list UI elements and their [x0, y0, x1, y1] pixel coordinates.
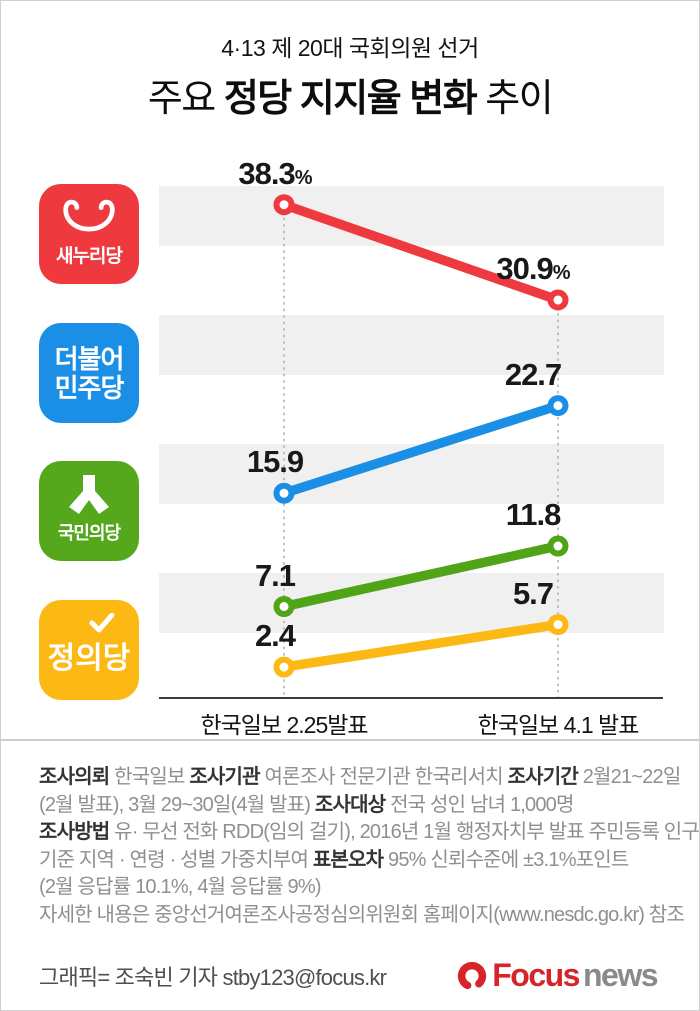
party-label: 새누리당 — [56, 246, 123, 267]
party-label: 더불어 민주당 — [39, 345, 139, 403]
footnote-line: (2월 응답률 10.1%, 4월 응답률 9%) — [39, 876, 322, 898]
footnote-line: 기준 지역 · 연령 · 성별 가중치부여 표본오차 95% 신뢰수준에 ±3.… — [39, 848, 629, 871]
value-label: 11.8 — [505, 497, 562, 533]
survey-footnotes: 조사의뢰 한국일보 조사기관 여론조사 전문기관 한국리서치 조사기간 2월21… — [39, 764, 700, 929]
party-logo-justice: 정의당 — [39, 600, 139, 700]
party-logo-kungmin: 국민의당 — [39, 461, 139, 561]
brand-news-text: news — [582, 957, 659, 993]
page-subtitle: 4·13 제 20대 국회의원 선거 — [221, 35, 479, 61]
party-label-line1: 더불어 — [54, 344, 125, 374]
data-point — [273, 482, 295, 504]
x-axis-label: 한국일보 2.25발표 — [200, 712, 368, 738]
value-label: 15.9 — [246, 444, 304, 480]
footnote-line: (2월 발표), 3월 29~30일(4월 발표) 조사대상 전국 성인 남녀 … — [39, 793, 574, 816]
series-line — [279, 619, 563, 672]
footnote-line: 조사의뢰 한국일보 조사기관 여론조사 전문기관 한국리서치 조사기간 2월21… — [39, 766, 681, 788]
footnote-line: 자세한 내용은 중앙선거여론조사공정심의위원회 홈페이지(www.nesdc.g… — [39, 903, 685, 926]
page-title: 주요 정당 지지율 변화 추이 — [1, 67, 699, 122]
data-point — [273, 656, 295, 678]
data-point — [547, 614, 569, 636]
x-axis-line — [159, 697, 663, 699]
value-label: 38.3% — [238, 155, 312, 191]
focus-news-logo: Focus news — [456, 957, 659, 994]
value-label: 30.9% — [496, 251, 570, 286]
title-prefix: 주요 — [147, 78, 224, 120]
value-label: 5.7 — [512, 575, 554, 611]
party-label: 정의당 — [47, 642, 131, 675]
data-point — [547, 289, 569, 311]
justice-check-icon — [89, 613, 115, 633]
saenuri-bowl-icon — [63, 199, 115, 232]
people-party-person-icon — [69, 475, 109, 514]
data-point — [547, 395, 569, 417]
title-suffix: 추이 — [476, 78, 553, 120]
data-point — [273, 596, 295, 618]
party-label: 국민의당 — [57, 523, 121, 543]
footnote-line: 조사방법 유· 무선 전화 RDD(임의 걸기), 2016년 1월 행정자치부… — [39, 821, 700, 843]
brand-focus-text: Focus — [492, 957, 580, 993]
series-line — [279, 400, 563, 498]
value-label: 7.1 — [254, 557, 296, 593]
value-label: 2.4 — [254, 618, 296, 654]
footer-divider — [1, 739, 699, 741]
party-logo-minjoo: 더불어 민주당 — [39, 323, 139, 423]
data-point — [547, 535, 569, 557]
party-label-line2: 민주당 — [54, 373, 125, 403]
graphic-credit: 그래픽= 조숙빈 기자 stby123@focus.kr — [39, 965, 387, 990]
focus-news-logo-icon — [458, 961, 487, 990]
value-label: 22.7 — [504, 356, 562, 392]
x-axis-label: 한국일보 4.1 발표 — [477, 712, 640, 738]
series-line — [279, 541, 563, 612]
grid-stripe — [159, 315, 664, 375]
data-point — [273, 194, 295, 216]
grid-stripe — [159, 186, 664, 246]
party-logo-saenuri: 새누리당 — [39, 184, 139, 284]
title-strong: 정당 지지율 변화 — [223, 78, 478, 120]
series-line — [279, 199, 563, 305]
